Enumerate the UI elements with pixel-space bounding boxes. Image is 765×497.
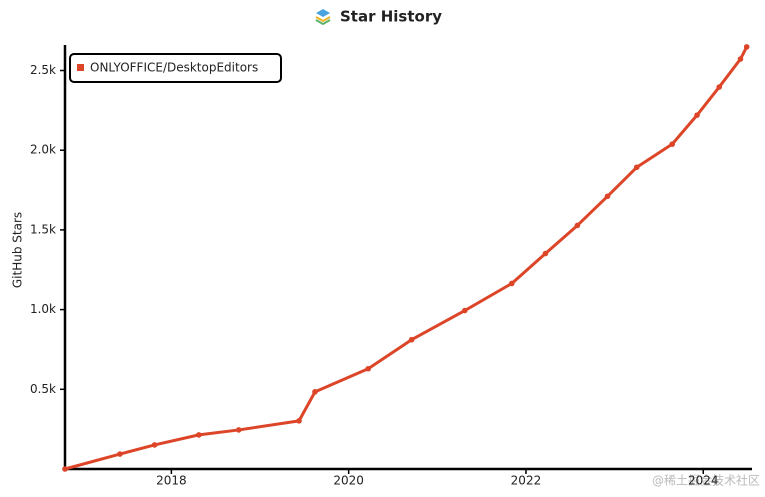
chart-title: Star History	[340, 8, 442, 26]
point	[408, 336, 415, 343]
y-axis-label: GitHub Stars	[11, 212, 25, 288]
x-tick-label: 2018	[156, 474, 187, 488]
title-icon	[315, 9, 331, 26]
point	[312, 389, 318, 395]
point	[604, 193, 611, 200]
point	[365, 365, 371, 372]
point	[574, 222, 581, 229]
point	[62, 466, 68, 472]
point	[737, 56, 744, 62]
y-tick-label: 2.5k	[30, 63, 56, 77]
y-tick-label: 0.5k	[30, 382, 56, 396]
y-tick-label: 2.0k	[30, 143, 56, 157]
legend-box	[69, 53, 282, 83]
point	[743, 44, 750, 50]
point	[694, 112, 700, 118]
point	[196, 432, 202, 438]
point	[151, 442, 158, 448]
legend-label: ONLYOFFICE/DesktopEditors	[90, 61, 258, 75]
x-tick-label: 2024	[688, 474, 719, 488]
legend-swatch	[77, 64, 84, 71]
point	[461, 307, 468, 314]
line	[63, 45, 749, 471]
point	[235, 427, 242, 433]
point	[508, 280, 515, 287]
point	[117, 451, 123, 457]
x-tick-label: 2020	[333, 474, 364, 488]
point	[542, 250, 549, 257]
y-tick-label: 1.5k	[30, 222, 56, 236]
point	[633, 164, 640, 171]
point	[669, 141, 676, 147]
watermark: @稀土掘金技术社区	[652, 473, 760, 488]
point	[296, 418, 302, 424]
y-tick-label: 1.0k	[30, 302, 56, 316]
point	[716, 84, 723, 90]
x-tick-label: 2022	[511, 474, 542, 488]
